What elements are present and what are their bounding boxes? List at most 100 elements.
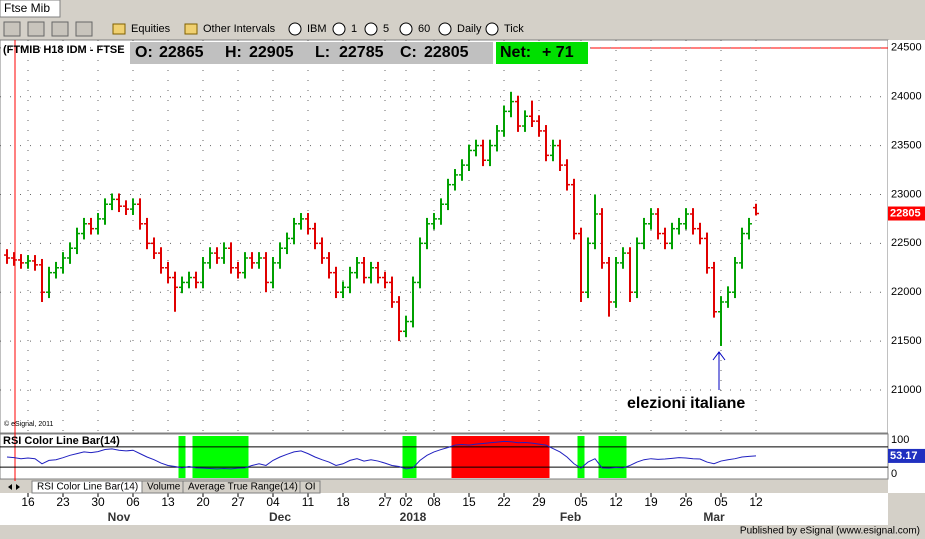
rsi-title: RSI Color Line Bar(14) [3, 435, 120, 447]
toolbar-button[interactable] [75, 21, 93, 37]
oversold-block [612, 436, 620, 478]
x-tick-label: 05 [714, 495, 728, 509]
oversold-block [402, 436, 410, 478]
overbought-block [542, 436, 550, 478]
window-title: Ftse Mib [4, 1, 50, 15]
oversold-block [178, 436, 186, 478]
overbought-block [514, 436, 522, 478]
scroll-arrows[interactable] [8, 484, 20, 490]
overbought-block [458, 436, 466, 478]
net-box [496, 42, 588, 64]
annotation: elezioni italiane [627, 395, 745, 412]
x-tick-label: 08 [427, 495, 441, 509]
x-tick-label: 13 [161, 495, 175, 509]
rsi-tick-label: 100 [891, 434, 909, 446]
copyright: © eSignal, 2011 [4, 420, 54, 428]
oversold-block [241, 436, 249, 478]
toolbar-item[interactable]: 5 [383, 23, 389, 35]
y-tick-label: 22000 [891, 286, 922, 298]
toolbar-item[interactable]: Tick [504, 23, 524, 35]
y-tick-label: 21000 [891, 384, 922, 396]
quote-box [130, 42, 493, 64]
rsi-line [6, 440, 757, 470]
interval-icon[interactable] [485, 22, 499, 36]
toolbar-item[interactable]: Daily [457, 23, 482, 35]
x-tick-label: 30 [91, 495, 105, 509]
oversold-block [199, 436, 207, 478]
overbought-block [521, 436, 529, 478]
folder-icon[interactable] [184, 23, 198, 35]
net-label: Net: [500, 44, 531, 61]
x-tick-label: 26 [679, 495, 693, 509]
toolbar-item[interactable]: 1 [351, 23, 357, 35]
x-tick-label: 04 [266, 495, 280, 509]
x-tick-label: 23 [56, 495, 70, 509]
x-tick-label: 11 [302, 495, 315, 509]
quote-label: L: [315, 44, 330, 61]
tab-label[interactable]: OI [305, 482, 316, 493]
x-tick-label: 12 [749, 495, 763, 509]
interval-icon[interactable] [399, 22, 413, 36]
overbought-block [451, 436, 459, 478]
month-label: Dec [269, 510, 291, 524]
toolbar-item[interactable]: Equities [131, 23, 171, 35]
arrow-head [712, 351, 726, 361]
footer: Published by eSignal (www.esignal.com) [740, 526, 920, 537]
month-label: Feb [560, 510, 581, 524]
overbought-block [486, 436, 494, 478]
x-tick-label: 06 [126, 495, 140, 509]
x-tick-label: 27 [378, 495, 392, 509]
overbought-block [472, 436, 480, 478]
y-tick-label: 21500 [891, 335, 922, 347]
oversold-block [192, 436, 200, 478]
oversold-block [605, 436, 613, 478]
oversold-block [598, 436, 606, 478]
month-label: Mar [703, 510, 725, 524]
interval-icon[interactable] [438, 22, 452, 36]
quote-label: O: [135, 44, 153, 61]
x-tick-label: 19 [644, 495, 658, 509]
toolbar-button[interactable] [27, 21, 45, 37]
x-tick-label: 15 [462, 495, 476, 509]
folder-icon[interactable] [112, 23, 126, 35]
price-panel [0, 39, 889, 434]
tab-label[interactable]: Average True Range(14) [188, 482, 298, 493]
tab-label[interactable]: Volume [147, 482, 181, 493]
y-tick-label: 24500 [891, 42, 922, 54]
rsi-panel [0, 433, 889, 480]
oversold-block [213, 436, 221, 478]
date-axis [0, 493, 888, 525]
oversold-block [577, 436, 585, 478]
interval-icon[interactable] [288, 22, 302, 36]
oversold-block [234, 436, 242, 478]
toolbar-item[interactable]: IBM [307, 23, 327, 35]
toolbar-item[interactable]: Other Intervals [203, 23, 276, 35]
symbol: (FTMIB H18 IDM - FTSE [3, 44, 125, 56]
overbought-block [465, 436, 473, 478]
overbought-block [479, 436, 487, 478]
overbought-block [535, 436, 543, 478]
x-tick-label: 20 [196, 495, 210, 509]
oversold-block [227, 436, 235, 478]
toolbar-item[interactable]: 60 [418, 23, 430, 35]
y-tick-label: 22500 [891, 237, 922, 249]
x-tick-label: 27 [231, 495, 245, 509]
rsi-tick-label: 0 [891, 468, 897, 480]
x-tick-label: 22 [497, 495, 511, 509]
quote-value: 22905 [249, 44, 294, 61]
oversold-block [220, 436, 228, 478]
quote-value: 22785 [339, 44, 384, 61]
y-tick-label: 23000 [891, 188, 922, 200]
x-tick-label: 16 [21, 495, 35, 509]
toolbar-button[interactable] [51, 21, 69, 37]
interval-icon[interactable] [364, 22, 378, 36]
last-price-box [888, 206, 925, 221]
x-tick-label: 29 [532, 495, 546, 509]
overbought-block [500, 436, 508, 478]
tab-label[interactable]: RSI Color Line Bar(14) [37, 482, 138, 493]
tab[interactable] [299, 480, 321, 494]
toolbar-button[interactable] [3, 21, 21, 37]
interval-icon[interactable] [332, 22, 346, 36]
y-tick-label: 23500 [891, 139, 922, 151]
